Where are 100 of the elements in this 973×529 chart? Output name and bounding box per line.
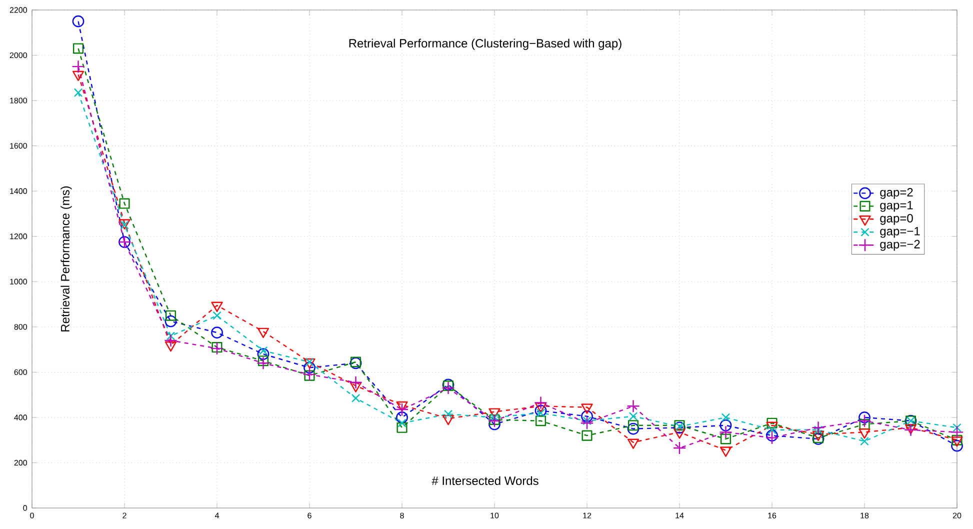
point <box>581 410 593 422</box>
x-tick-label: 20 <box>952 512 962 518</box>
point <box>581 404 593 414</box>
point <box>627 422 640 435</box>
point <box>720 419 732 432</box>
point <box>396 401 408 412</box>
point <box>488 408 500 418</box>
point <box>858 414 872 428</box>
legend-label: gap=1 <box>880 201 913 212</box>
point <box>396 422 408 433</box>
point <box>166 332 176 340</box>
point <box>210 342 224 356</box>
point <box>768 426 776 434</box>
point <box>950 426 964 439</box>
point <box>72 43 84 54</box>
point <box>305 358 314 366</box>
point <box>766 430 778 442</box>
x-tick-label: 4 <box>214 512 220 518</box>
point <box>256 356 270 370</box>
point <box>488 414 502 428</box>
point <box>258 356 269 366</box>
point <box>582 416 592 426</box>
point <box>442 381 455 395</box>
point <box>582 430 592 441</box>
point <box>119 198 130 209</box>
point <box>165 310 176 321</box>
point <box>535 416 546 426</box>
legend-label: gap=0 <box>880 214 913 225</box>
y-tick-label: 600 <box>14 369 27 376</box>
x-tick-label: 16 <box>768 512 776 518</box>
point <box>257 328 270 338</box>
point <box>719 426 732 439</box>
point <box>444 410 453 418</box>
point <box>536 408 546 418</box>
point <box>674 422 686 434</box>
y-tick-label: 1000 <box>10 278 27 284</box>
point <box>674 428 686 439</box>
point <box>860 436 869 446</box>
point <box>211 326 223 338</box>
point <box>395 402 409 416</box>
y-tick-label: 1200 <box>10 234 27 240</box>
point <box>628 420 639 431</box>
point <box>626 400 640 413</box>
point <box>858 428 870 439</box>
x-tick-label: 18 <box>860 512 869 518</box>
y-tick-label: 2000 <box>10 52 27 58</box>
x-axis-title: # Intersected Words <box>432 476 538 486</box>
point <box>350 382 362 392</box>
point <box>488 418 500 430</box>
point <box>534 396 548 410</box>
point <box>580 416 594 430</box>
point <box>720 446 732 457</box>
legend-label: gap=−2 <box>880 240 920 251</box>
point <box>627 438 640 449</box>
point <box>72 70 84 82</box>
y-tick-label: 1400 <box>10 188 27 194</box>
x-tick-label: 8 <box>400 512 404 518</box>
point <box>720 434 732 444</box>
point <box>812 421 825 434</box>
y-tick-label: 200 <box>14 460 27 466</box>
point <box>304 362 316 374</box>
point <box>721 413 730 422</box>
point <box>442 414 454 426</box>
point <box>489 414 500 425</box>
point <box>349 376 362 389</box>
y-tick-label: 2200 <box>10 7 27 13</box>
point <box>672 441 686 455</box>
x-tick-label: 2 <box>122 512 126 518</box>
point <box>164 334 178 348</box>
point <box>164 315 177 328</box>
point <box>302 368 316 382</box>
y-tick-label: 1800 <box>10 98 27 104</box>
point <box>211 302 223 312</box>
point <box>258 346 268 356</box>
point <box>490 413 499 422</box>
point <box>74 88 83 97</box>
y-axis-title: Retrieval Performance (ms) <box>60 186 72 332</box>
point <box>212 342 222 353</box>
point <box>304 358 316 369</box>
point <box>951 440 963 452</box>
point <box>765 431 779 444</box>
text: Retrieval Performance (Clustering−Based with gap) <box>349 38 622 50</box>
point <box>212 311 222 320</box>
legend-label: gap=−1 <box>880 227 920 238</box>
legend-label: gap=2 <box>880 188 913 199</box>
point <box>164 341 177 352</box>
point <box>766 422 778 432</box>
point <box>396 412 408 424</box>
point <box>72 60 85 74</box>
point <box>814 426 823 434</box>
x-tick-label: 10 <box>490 512 499 518</box>
point <box>72 15 84 28</box>
point <box>398 418 406 428</box>
point <box>534 404 547 417</box>
y-tick-label: 0 <box>23 505 27 511</box>
x-tick-label: 0 <box>30 512 34 518</box>
y-tick-label: 800 <box>14 324 27 330</box>
x-tick-label: 14 <box>676 512 684 518</box>
y-tick-label: 1600 <box>10 142 27 149</box>
point <box>304 370 315 381</box>
